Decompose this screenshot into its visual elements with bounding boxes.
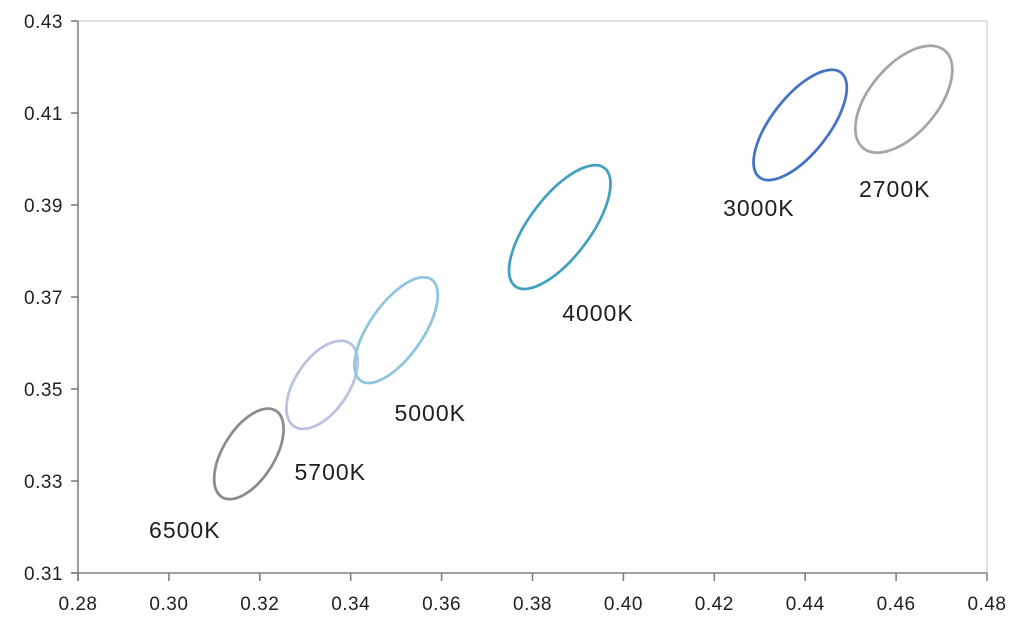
x-axis-tick-label: 0.38 [513, 594, 552, 615]
y-axis-tick-label: 0.43 [24, 12, 63, 33]
ellipse-4000k [507, 163, 612, 291]
x-axis-tick-label: 0.28 [59, 594, 98, 615]
ellipse-5700k [285, 339, 360, 431]
plot-area-border [78, 20, 988, 573]
y-axis-tick-label: 0.35 [24, 380, 63, 401]
x-axis-tick-label: 0.44 [786, 594, 825, 615]
ellipse-6500k [212, 407, 285, 501]
y-axis-tick-label: 0.39 [24, 196, 63, 217]
ellipse-label-2700k: 2700K [859, 176, 931, 202]
ellipse-label-5700k: 5700K [294, 459, 366, 485]
ellipse-label-4000k: 4000K [562, 300, 634, 326]
ellipse-label-5000k: 5000K [394, 400, 466, 426]
ellipse-2700k [853, 44, 954, 155]
x-axis-tick-label: 0.34 [331, 594, 370, 615]
ellipse-3000k [752, 68, 849, 182]
x-axis-tick-label: 0.42 [695, 594, 734, 615]
y-axis-tick-label: 0.37 [24, 288, 63, 309]
ellipse-label-3000k: 3000K [723, 195, 795, 221]
x-axis-tick-label: 0.36 [422, 594, 461, 615]
x-axis-tick-label: 0.48 [968, 594, 1007, 615]
x-axis-tick-label: 0.46 [877, 594, 916, 615]
x-axis-tick-label: 0.40 [604, 594, 643, 615]
ellipse-label-6500k: 6500K [149, 517, 221, 543]
x-axis-tick-label: 0.30 [149, 594, 188, 615]
y-axis-tick-label: 0.33 [24, 472, 63, 493]
ellipse-5000k [353, 275, 440, 385]
y-axis-tick-label: 0.31 [24, 564, 63, 585]
x-axis-tick-label: 0.32 [240, 594, 279, 615]
y-axis-tick-label: 0.41 [24, 104, 63, 125]
